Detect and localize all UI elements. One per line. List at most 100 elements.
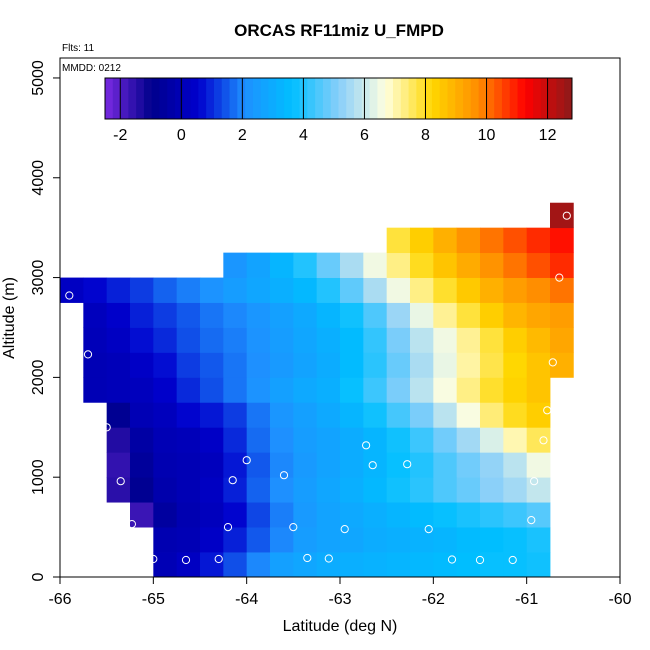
heatmap-cell: [433, 352, 458, 378]
heatmap-cell: [316, 402, 341, 428]
heatmap-cell: [480, 502, 504, 528]
heatmap-cell: [503, 327, 528, 353]
heatmap-cell: [340, 402, 364, 428]
colorbar-frame: [104, 77, 573, 120]
observation-point: [548, 358, 557, 367]
colorbar-segment: [556, 78, 565, 119]
colorbar-segment: [408, 78, 417, 119]
x-tick-label: -61: [515, 591, 538, 608]
observation-point: [543, 406, 552, 415]
heatmap-cell: [340, 327, 364, 353]
heatmap-cell: [410, 327, 434, 353]
colorbar-segment: [128, 78, 137, 119]
heatmap-cell: [456, 252, 481, 278]
heatmap-cell: [480, 252, 504, 278]
heatmap-cell: [130, 402, 154, 428]
colorbar-segment: [291, 78, 301, 119]
heatmap-cell: [153, 402, 178, 428]
colorbar-segment: [377, 78, 386, 119]
heatmap-cell: [176, 527, 201, 553]
heatmap-cell: [246, 302, 271, 328]
heatmap-cell: [293, 252, 318, 278]
heatmap-cell: [130, 477, 154, 503]
heatmap-cell: [386, 477, 411, 503]
heatmap-cell: [106, 377, 131, 403]
heatmap-cell: [223, 527, 248, 553]
heatmap-cell: [200, 327, 224, 353]
heatmap-cell: [480, 477, 504, 503]
heatmap-cell: [503, 452, 528, 478]
heatmap-cell: [480, 427, 504, 453]
heatmap-cell: [503, 502, 528, 528]
colorbar-segment: [229, 78, 238, 119]
colorbar-segment: [252, 78, 262, 119]
heatmap-cell: [433, 277, 458, 303]
y-tick-label: 2000: [30, 359, 47, 395]
heatmap-cell: [106, 277, 131, 303]
heatmap-cell: [293, 327, 318, 353]
heatmap-cell: [480, 327, 504, 353]
heatmap-cell: [176, 552, 201, 578]
heatmap-cell: [153, 427, 178, 453]
colorbar-segment: [120, 78, 129, 119]
observation-point: [83, 350, 93, 359]
heatmap-cell: [293, 377, 318, 403]
heatmap-cell: [176, 352, 201, 378]
heatmap-cell: [223, 552, 248, 578]
heatmap-cell: [223, 377, 248, 403]
heatmap-cell: [386, 402, 411, 428]
heatmap-cell: [176, 452, 201, 478]
heatmap-cell: [270, 427, 294, 453]
heatmap-cell: [386, 327, 411, 353]
heatmap-cell: [270, 527, 294, 553]
heatmap-cell: [503, 277, 528, 303]
colorbar-tick-label: 12: [539, 127, 557, 144]
heatmap-cell: [223, 477, 248, 503]
heatmap-cell: [83, 277, 108, 303]
heatmap-cell: [200, 527, 224, 553]
heatmap-cell: [293, 477, 318, 503]
colorbar-segment: [338, 78, 347, 119]
colorbar-segment: [175, 78, 184, 119]
chart-title: ORCAS RF11miz U_FMPD: [234, 21, 444, 40]
heatmap-cell: [526, 502, 551, 528]
heatmap-cell: [526, 352, 551, 378]
heatmap-cell: [316, 502, 341, 528]
heatmap-cell: [153, 352, 178, 378]
heatmap-cell: [386, 427, 411, 453]
heatmap-cell: [340, 352, 364, 378]
x-tick-label: -65: [142, 591, 165, 608]
heatmap-cell: [246, 252, 271, 278]
colorbar-segment: [431, 78, 441, 119]
heatmap-cell: [270, 502, 294, 528]
colorbar-tick-label: 0: [177, 127, 186, 144]
heatmap-cell: [410, 502, 434, 528]
heatmap-cell: [386, 377, 411, 403]
colorbar-segment: [517, 78, 526, 119]
x-tick-label: -66: [48, 591, 71, 608]
heatmap-cell: [503, 227, 528, 254]
heatmap-cell: [410, 252, 434, 278]
heatmap-cell: [246, 552, 271, 578]
heatmap-cell: [503, 527, 528, 553]
heatmap-cell: [200, 427, 224, 453]
observation-point: [149, 554, 158, 564]
colorbar-segment: [501, 78, 511, 119]
heatmap-cell: [316, 352, 341, 378]
observation-point: [214, 554, 223, 564]
date-annotation: MMDD: 0212: [62, 63, 121, 74]
x-tick-label: -60: [608, 591, 631, 608]
colorbar-segment: [112, 78, 122, 119]
heatmap-cell: [410, 527, 434, 553]
colorbar-tick-label: 6: [360, 127, 369, 144]
heatmap-cells: [60, 202, 574, 578]
heatmap-cell: [200, 352, 224, 378]
heatmap-cell: [433, 552, 458, 578]
heatmap-cell: [410, 452, 434, 478]
heatmap-cell: [363, 377, 388, 403]
heatmap-cell: [293, 552, 318, 578]
observation-point: [279, 471, 289, 480]
heatmap-cell: [223, 452, 248, 478]
heatmap-cell: [200, 302, 224, 328]
heatmap-cell: [456, 452, 481, 478]
